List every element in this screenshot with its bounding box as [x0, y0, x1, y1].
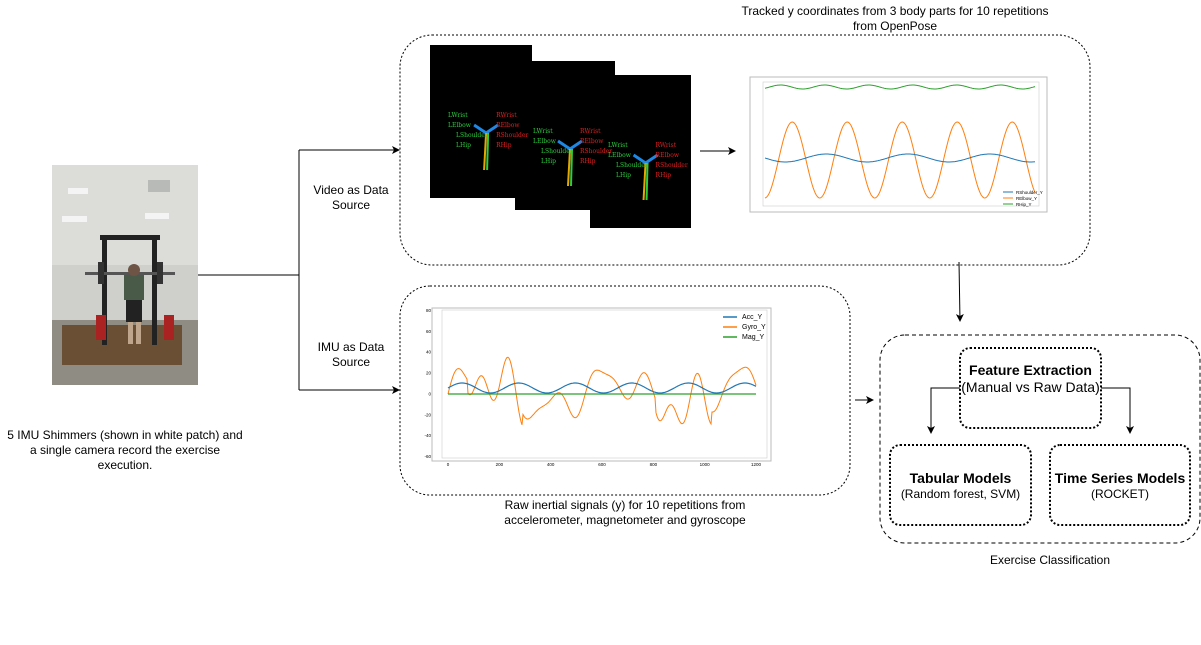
pose-label: LElbow	[533, 138, 557, 145]
pose-label: LHip	[616, 172, 631, 179]
y-tick-label: 40	[426, 350, 432, 355]
pose-label: LElbow	[608, 152, 632, 159]
tabular-text: Tabular Models (Random forest, SVM)	[890, 470, 1031, 502]
box-title: Tabular Models	[909, 470, 1012, 486]
arrow	[955, 261, 964, 322]
skeleton	[567, 148, 571, 187]
y-tick-label: -20	[424, 412, 431, 417]
pose-label: RHip	[496, 142, 512, 149]
time-series-box	[1049, 444, 1191, 526]
skeleton	[570, 148, 573, 187]
x-tick-label: 200	[496, 462, 504, 467]
imu-caption: Raw inertial signals (y) for 10 repetiti…	[504, 498, 746, 527]
skeleton	[483, 132, 488, 171]
legend-label: RElbow_Y	[1016, 196, 1037, 201]
y-tick-label: -60	[424, 454, 431, 459]
x-tick-label: 0	[447, 462, 450, 467]
skeleton	[642, 162, 647, 201]
x-tick-label: 1000	[700, 462, 711, 467]
gym-photo	[52, 165, 198, 385]
pose-label: RWrist	[496, 112, 517, 119]
pose-label: RElbow	[496, 122, 520, 129]
curve	[764, 84, 1036, 90]
arrow	[1101, 387, 1134, 434]
x-tick-label: 800	[650, 462, 658, 467]
feature-extraction-text: Feature Extraction (Manual vs Raw Data)	[960, 362, 1101, 396]
branch-label: Video as Data Source	[313, 183, 389, 212]
x-tick-label: 600	[598, 462, 606, 467]
box-subtitle: (ROCKET)	[1091, 487, 1149, 501]
branch-label: IMU as Data Source	[317, 340, 385, 369]
arrow	[927, 387, 960, 434]
y-tick-label: 80	[426, 308, 432, 313]
imu-plot	[431, 307, 772, 462]
box-title: Time Series Models	[1054, 470, 1186, 486]
box-title: Feature Extraction	[969, 362, 1092, 378]
y-tick-label: -40	[424, 433, 431, 438]
pose-label: RHip	[656, 172, 672, 179]
feature-extraction-box	[959, 347, 1102, 429]
pose-label: LHip	[541, 158, 556, 165]
curve	[447, 356, 757, 426]
classification-container	[879, 334, 1201, 544]
legend-label: RShoulder_Y	[1016, 190, 1043, 195]
curve	[447, 382, 757, 394]
pose-label: RShoulder	[580, 148, 612, 155]
pose-label: RElbow	[656, 152, 680, 159]
curve	[764, 153, 1036, 163]
legend-label: Mag_Y	[742, 334, 765, 341]
pose-label: RHip	[580, 158, 596, 165]
skeleton	[486, 132, 490, 171]
video-container	[399, 34, 1091, 266]
pose-label: RWrist	[580, 128, 601, 135]
pose-label: RShoulder	[656, 162, 688, 169]
video-plot	[749, 76, 1048, 213]
pose-label: RWrist	[656, 142, 677, 149]
pose-label: LHip	[456, 142, 471, 149]
pose-label: LShoulder	[541, 148, 573, 155]
pose-label: LShoulder	[456, 132, 488, 139]
time-series-text: Time Series Models (ROCKET)	[1050, 470, 1190, 502]
y-tick-label: 0	[428, 391, 431, 396]
plot-frame	[441, 309, 768, 459]
camera-caption: 5 IMU Shimmers (shown in white patch) an…	[7, 428, 243, 472]
y-tick-label: 20	[426, 371, 432, 376]
legend-label: Acc_Y	[742, 314, 763, 321]
curve	[764, 121, 1036, 199]
pose-label: LWrist	[448, 112, 468, 119]
box-subtitle: (Manual vs Raw Data)	[961, 379, 1100, 395]
pose-label: RElbow	[580, 138, 604, 145]
x-tick-label: 1200	[751, 462, 762, 467]
pose-label: LElbow	[448, 122, 472, 129]
tabular-box	[889, 444, 1032, 526]
pose-label: LWrist	[533, 128, 553, 135]
skeleton	[645, 162, 649, 201]
classification-label: Exercise Classification	[989, 553, 1111, 567]
plot-frame	[762, 81, 1040, 207]
imu-container	[399, 285, 851, 496]
y-tick-label: 60	[426, 329, 432, 334]
pose-label: RShoulder	[496, 132, 528, 139]
legend-label: RHip_Y	[1016, 202, 1032, 207]
pose-label: LWrist	[608, 142, 628, 149]
box-subtitle: (Random forest, SVM)	[900, 487, 1021, 501]
pose-frame	[590, 75, 691, 228]
video-caption: Tracked y coordinates from 3 body parts …	[741, 4, 1049, 33]
pose-label: LShoulder	[616, 162, 648, 169]
x-tick-label: 400	[547, 462, 555, 467]
legend-label: Gyro_Y	[742, 324, 766, 331]
